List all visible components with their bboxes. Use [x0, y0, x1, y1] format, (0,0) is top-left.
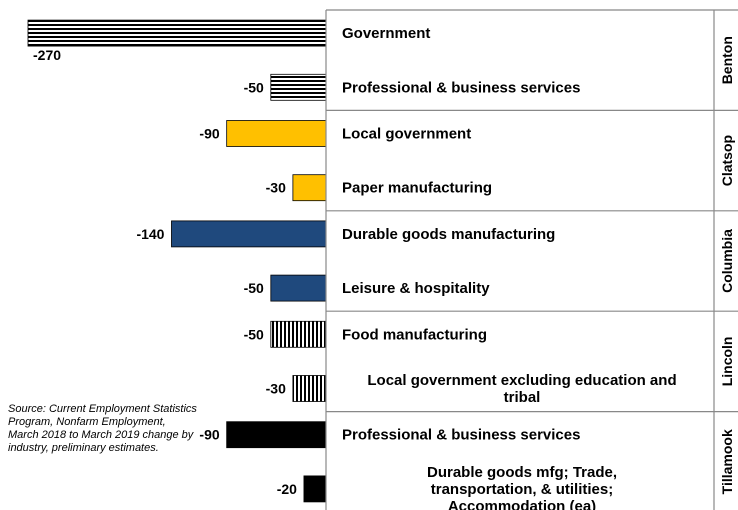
category-label-line: transportation, & utilities; [431, 481, 614, 498]
category-label-columbia-1: Durable goods manufacturing [342, 226, 555, 243]
bar-benton-2 [270, 73, 327, 101]
value-label-tillamook-2: -20 [277, 481, 297, 497]
category-label-line: Local government excluding education and [367, 372, 676, 389]
value-label-benton-2: -50 [244, 79, 264, 95]
value-label-benton-1: -270 [33, 47, 61, 63]
bar-tillamook-1 [226, 421, 327, 449]
value-label-lincoln-2: -30 [266, 381, 286, 397]
county-label-clatsop: Clatsop [719, 135, 735, 186]
bar-clatsop-2 [292, 174, 327, 202]
bar-lincoln-1 [270, 320, 327, 348]
value-label-columbia-1: -140 [136, 226, 164, 242]
category-label-line: tribal [504, 389, 541, 406]
category-label-line: Durable goods mfg; Trade, [427, 464, 617, 481]
category-label-benton-2: Professional & business services [342, 79, 580, 96]
value-label-tillamook-1: -90 [199, 427, 219, 443]
county-label-tillamook: Tillamook [719, 429, 735, 494]
bar-tillamook-2 [303, 475, 327, 503]
bar-benton-1 [27, 19, 327, 47]
value-label-columbia-2: -50 [244, 280, 264, 296]
bar-columbia-1 [171, 220, 327, 248]
category-label-tillamook-1: Professional & business services [342, 427, 580, 444]
category-label-lincoln-1: Food manufacturing [342, 326, 487, 343]
bar-columbia-2 [270, 274, 327, 302]
category-label-tillamook-2: Durable goods mfg; Trade, transportation,… [427, 464, 617, 510]
source-note: Source: Current Employment Statistics Pr… [8, 403, 197, 454]
value-label-lincoln-1: -50 [244, 326, 264, 342]
category-label-line: Accommodation (ea) [448, 498, 596, 510]
category-label-clatsop-1: Local government [342, 126, 471, 143]
bar-lincoln-2 [292, 375, 327, 402]
category-label-benton-1: Government [342, 25, 430, 42]
category-label-columbia-2: Leisure & hospitality [342, 280, 490, 297]
value-label-clatsop-2: -30 [266, 180, 286, 196]
county-label-columbia: Columbia [719, 229, 735, 293]
county-label-lincoln: Lincoln [719, 337, 735, 387]
value-label-clatsop-1: -90 [199, 126, 219, 142]
bar-clatsop-1 [226, 120, 327, 147]
category-label-clatsop-2: Paper manufacturing [342, 180, 492, 197]
county-label-benton: Benton [719, 36, 735, 84]
category-label-lincoln-2: Local government excluding education and… [367, 372, 676, 406]
